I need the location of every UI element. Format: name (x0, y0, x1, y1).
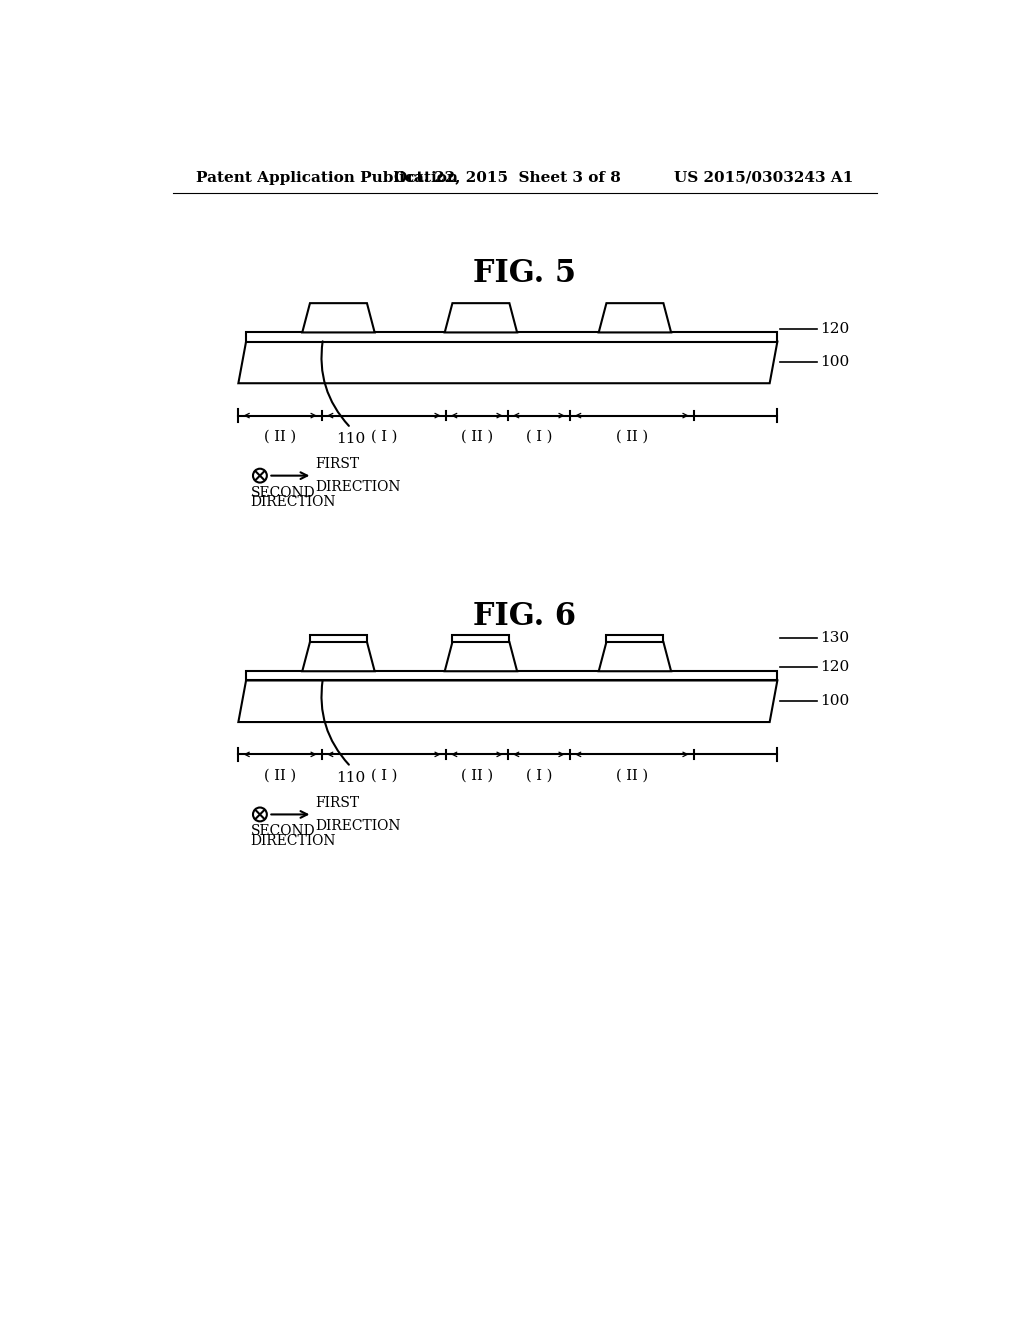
Text: 100: 100 (819, 355, 849, 370)
Polygon shape (246, 333, 777, 342)
Text: DIRECTION: DIRECTION (315, 818, 400, 833)
Text: 130: 130 (819, 631, 849, 645)
Text: ( II ): ( II ) (615, 768, 648, 783)
Polygon shape (599, 304, 671, 333)
Polygon shape (606, 635, 664, 642)
Text: Oct. 22, 2015  Sheet 3 of 8: Oct. 22, 2015 Sheet 3 of 8 (394, 170, 622, 185)
Polygon shape (239, 681, 777, 722)
Text: SECOND: SECOND (251, 825, 315, 838)
Text: DIRECTION: DIRECTION (251, 834, 336, 847)
Text: DIRECTION: DIRECTION (251, 495, 336, 510)
Text: FIRST: FIRST (315, 457, 359, 471)
Text: ( I ): ( I ) (525, 429, 552, 444)
Text: DIRECTION: DIRECTION (315, 480, 400, 494)
Text: ( II ): ( II ) (461, 768, 493, 783)
Text: 120: 120 (819, 660, 849, 675)
Polygon shape (302, 304, 375, 333)
Polygon shape (453, 635, 509, 642)
Text: FIG. 6: FIG. 6 (473, 601, 577, 632)
Polygon shape (239, 342, 777, 383)
Text: ( I ): ( I ) (525, 768, 552, 783)
Text: ( I ): ( I ) (371, 768, 397, 783)
Text: SECOND: SECOND (251, 486, 315, 500)
Text: ( II ): ( II ) (461, 429, 493, 444)
Text: ( II ): ( II ) (615, 429, 648, 444)
Polygon shape (246, 671, 777, 681)
Text: US 2015/0303243 A1: US 2015/0303243 A1 (674, 170, 854, 185)
Text: ( II ): ( II ) (264, 429, 296, 444)
Text: FIRST: FIRST (315, 796, 359, 810)
Polygon shape (444, 642, 517, 671)
Polygon shape (310, 635, 367, 642)
Polygon shape (302, 642, 375, 671)
Text: ( II ): ( II ) (264, 768, 296, 783)
Text: 120: 120 (819, 322, 849, 335)
Polygon shape (599, 642, 671, 671)
Polygon shape (444, 304, 517, 333)
Text: Patent Application Publication: Patent Application Publication (196, 170, 458, 185)
Text: 110: 110 (336, 432, 366, 446)
Text: 110: 110 (336, 771, 366, 784)
Text: 100: 100 (819, 694, 849, 709)
Text: ( I ): ( I ) (371, 429, 397, 444)
Text: FIG. 5: FIG. 5 (473, 259, 577, 289)
